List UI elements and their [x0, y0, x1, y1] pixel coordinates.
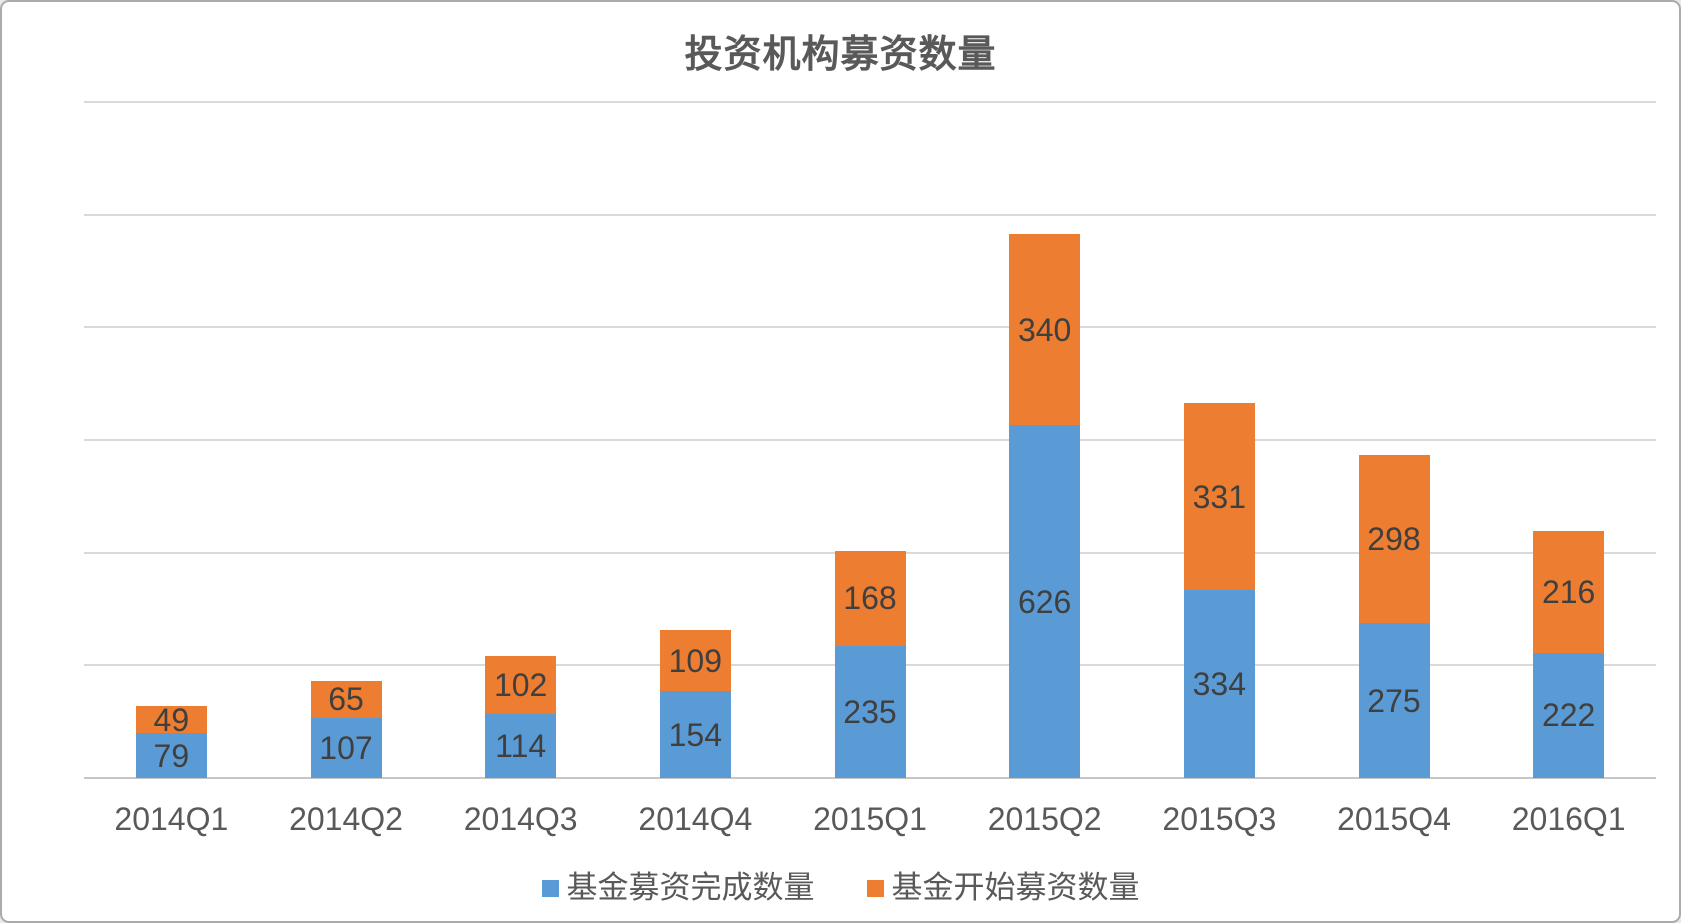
bar-value-label: 298	[1367, 521, 1421, 558]
x-tick-label: 2016Q1	[1511, 801, 1626, 837]
gridline	[84, 326, 1656, 329]
x-tick-label: 2015Q4	[1337, 801, 1451, 837]
legend-swatch-icon	[866, 879, 884, 897]
bar-value-label: 49	[153, 701, 190, 738]
gridline	[84, 101, 1656, 103]
x-tick-label: 2014Q4	[638, 801, 753, 837]
bar-segment-started: 216	[1533, 531, 1605, 653]
x-tick-label: 2014Q1	[114, 801, 229, 837]
bar-value-label: 168	[843, 580, 897, 617]
bar-segment-completed: 154	[659, 691, 731, 778]
legend-label: 基金募资完成数量	[566, 870, 815, 905]
bar-segment-started: 298	[1358, 455, 1430, 624]
bar-value-label: 65	[328, 681, 364, 718]
legend-item-started: 基金开始募资数量	[866, 870, 1140, 905]
bar-segment-completed: 626	[1009, 425, 1081, 778]
x-axis-line	[84, 777, 1656, 779]
bar-value-label: 216	[1541, 574, 1596, 611]
bar-segment-started: 102	[485, 656, 557, 714]
bar-value-label: 102	[493, 667, 548, 704]
bar-value-label: 222	[1541, 697, 1596, 734]
bar-segment-started: 65	[310, 681, 382, 718]
bar-value-label: 235	[843, 693, 897, 730]
gridline	[84, 439, 1656, 441]
x-tick-label: 2014Q2	[289, 801, 403, 837]
bar-segment-started: 331	[1183, 403, 1255, 590]
bar-segment-started: 49	[135, 701, 207, 738]
bar-value-label: 626	[1017, 583, 1072, 620]
gridline	[84, 213, 1656, 216]
bar-segment-completed: 235	[834, 645, 906, 778]
chart-title: 投资机构募资数量	[684, 34, 997, 76]
bar-segment-completed: 222	[1533, 652, 1605, 778]
bar-segment-completed: 107	[310, 717, 382, 778]
bar-segment-completed: 334	[1183, 589, 1255, 778]
legend-swatch-icon	[541, 879, 559, 897]
bar-value-label: 109	[668, 642, 723, 679]
bar-value-label: 334	[1192, 665, 1247, 702]
x-tick-label: 2015Q1	[813, 801, 927, 837]
bar-segment-started: 109	[659, 629, 731, 692]
bar-value-label: 340	[1017, 311, 1072, 348]
bar-value-label: 79	[153, 737, 190, 774]
legend: 基金募资完成数量 基金开始募资数量	[2, 871, 1679, 905]
bar-value-label: 154	[668, 716, 723, 753]
bar-segment-started: 340	[1009, 233, 1081, 426]
bar-value-label: 114	[495, 727, 547, 764]
x-tick-label: 2015Q2	[987, 801, 1102, 837]
legend-label: 基金开始募资数量	[891, 870, 1140, 905]
x-tick-label: 2015Q3	[1162, 801, 1277, 837]
x-tick-label: 2014Q3	[463, 801, 578, 837]
legend-item-completed: 基金募资完成数量	[541, 870, 815, 905]
bar-value-label: 275	[1367, 682, 1421, 719]
bar-value-label: 107	[319, 729, 373, 766]
bar-segment-completed: 79	[135, 733, 207, 778]
bar-segment-completed: 114	[485, 713, 557, 778]
bar-segment-completed: 275	[1358, 623, 1430, 778]
bar-value-label: 331	[1192, 478, 1247, 515]
bar-segment-started: 168	[834, 550, 906, 646]
